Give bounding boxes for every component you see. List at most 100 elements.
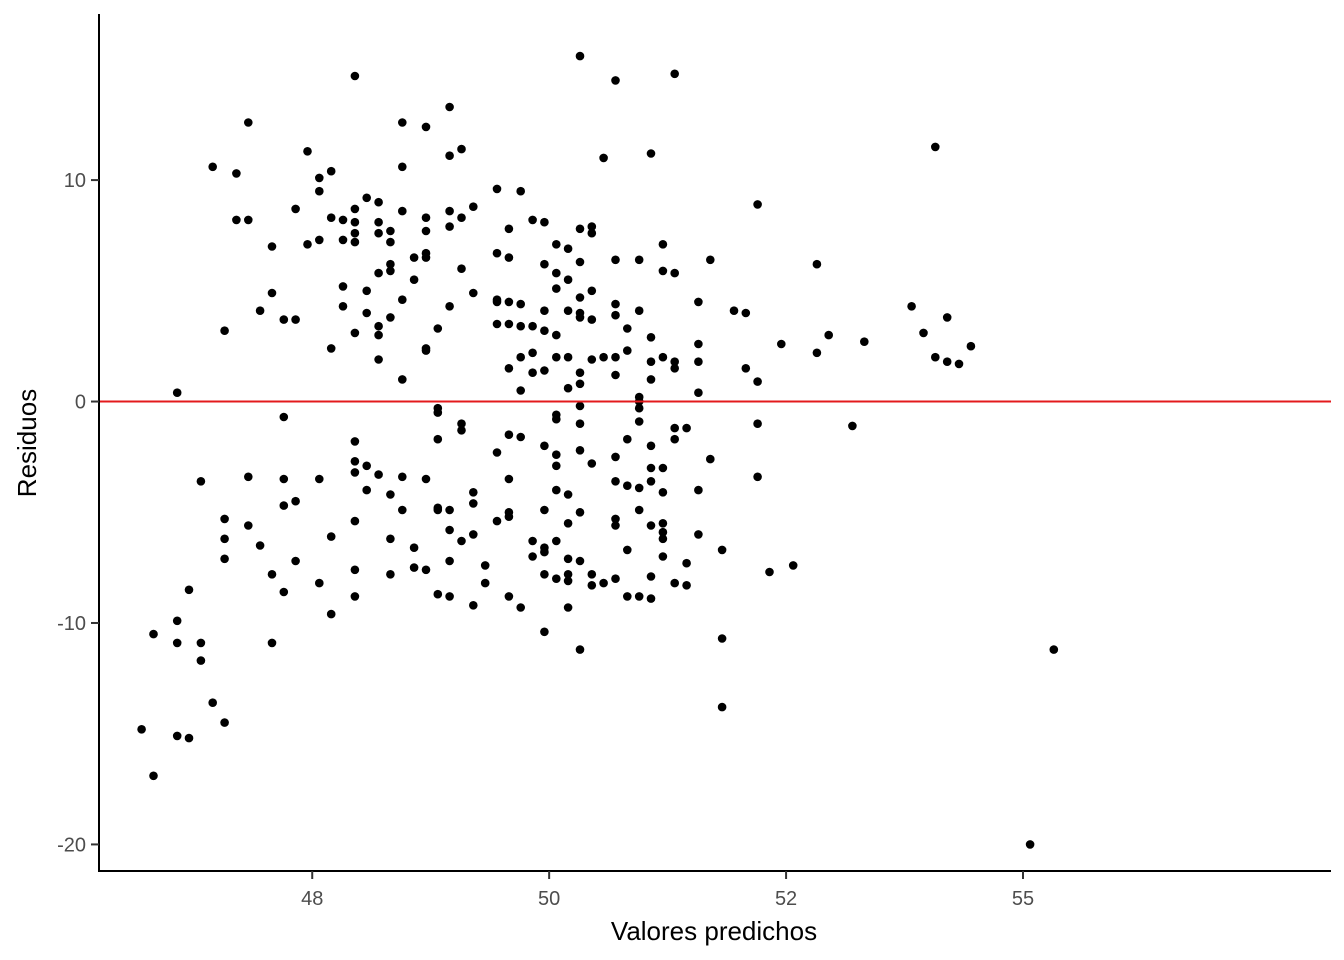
data-point (694, 388, 703, 398)
data-point (445, 222, 454, 231)
data-point (326, 213, 336, 222)
data-point (575, 257, 585, 267)
data-point (386, 534, 395, 544)
data-point (315, 474, 324, 484)
data-point (386, 259, 395, 269)
x-axis-ticks: 48 50 52 55 (301, 871, 1034, 910)
data-point (374, 228, 383, 238)
data-point (291, 204, 300, 214)
data-point (646, 441, 656, 451)
data-point (552, 450, 561, 460)
data-point (658, 240, 668, 249)
data-point (575, 645, 585, 654)
y-axis-ticks: 10 0 -10 -20 (57, 170, 99, 856)
data-point (611, 76, 620, 85)
data-point (966, 341, 976, 351)
data-point (824, 330, 833, 340)
data-point (848, 421, 857, 431)
data-point (457, 213, 466, 222)
data-point (552, 330, 561, 340)
data-point (291, 556, 300, 566)
data-point (611, 452, 620, 462)
data-point (623, 346, 632, 355)
data-point (552, 574, 561, 583)
data-point (694, 485, 703, 495)
data-point (954, 359, 964, 369)
data-point (504, 253, 514, 262)
data-point (563, 244, 573, 253)
data-point (658, 463, 668, 473)
data-point (421, 122, 431, 132)
data-point (706, 255, 715, 265)
data-point (706, 454, 715, 464)
x-axis-title: Valores predichos (611, 916, 817, 946)
data-point (575, 293, 585, 302)
data-point (587, 222, 597, 231)
data-point (646, 594, 656, 603)
data-point (646, 521, 656, 530)
data-point (196, 477, 206, 486)
data-point (338, 215, 348, 225)
data-point (575, 508, 585, 517)
data-point (540, 326, 549, 336)
data-point (267, 570, 277, 579)
data-point (362, 286, 372, 296)
data-point (445, 102, 454, 112)
data-point (350, 468, 360, 477)
data-point (149, 771, 158, 781)
data-point (504, 512, 514, 521)
data-point (220, 554, 229, 564)
data-point (623, 545, 632, 555)
data-point (137, 725, 146, 734)
data-point (658, 527, 668, 537)
data-point (587, 228, 597, 238)
data-point (516, 603, 525, 612)
data-point (492, 516, 502, 526)
data-point (255, 306, 265, 316)
data-point (172, 638, 182, 648)
data-point (765, 567, 774, 577)
data-point (398, 505, 407, 515)
data-point (350, 217, 360, 227)
data-point (374, 197, 383, 207)
y-tick-label: -20 (57, 834, 86, 856)
data-point (658, 488, 668, 497)
data-point (670, 268, 679, 278)
data-point (362, 461, 372, 471)
data-point (741, 364, 751, 373)
data-point (658, 534, 668, 544)
data-point (279, 587, 289, 597)
data-point (338, 282, 348, 291)
data-point (398, 206, 407, 216)
data-point (232, 169, 241, 178)
data-point (457, 426, 466, 435)
data-point (540, 505, 549, 515)
data-point (350, 437, 360, 446)
data-point (575, 313, 585, 322)
data-point (694, 297, 703, 307)
data-point (149, 629, 158, 639)
data-point (386, 226, 395, 236)
data-point (433, 505, 443, 515)
data-point (540, 627, 549, 637)
data-point (528, 321, 537, 331)
x-tick-label: 50 (538, 888, 560, 910)
data-point (172, 388, 182, 398)
data-point (504, 430, 514, 440)
data-point (386, 490, 395, 499)
data-point (350, 457, 360, 466)
data-point (1049, 645, 1059, 654)
data-point (575, 556, 585, 566)
data-point (575, 401, 585, 411)
data-point (907, 302, 916, 311)
data-point (457, 536, 466, 546)
data-point (682, 581, 691, 590)
data-point (421, 474, 431, 484)
data-point (611, 477, 620, 486)
data-point (611, 255, 620, 265)
data-point (172, 731, 182, 741)
data-point (504, 364, 514, 373)
data-point (374, 321, 383, 331)
data-point (445, 206, 454, 216)
